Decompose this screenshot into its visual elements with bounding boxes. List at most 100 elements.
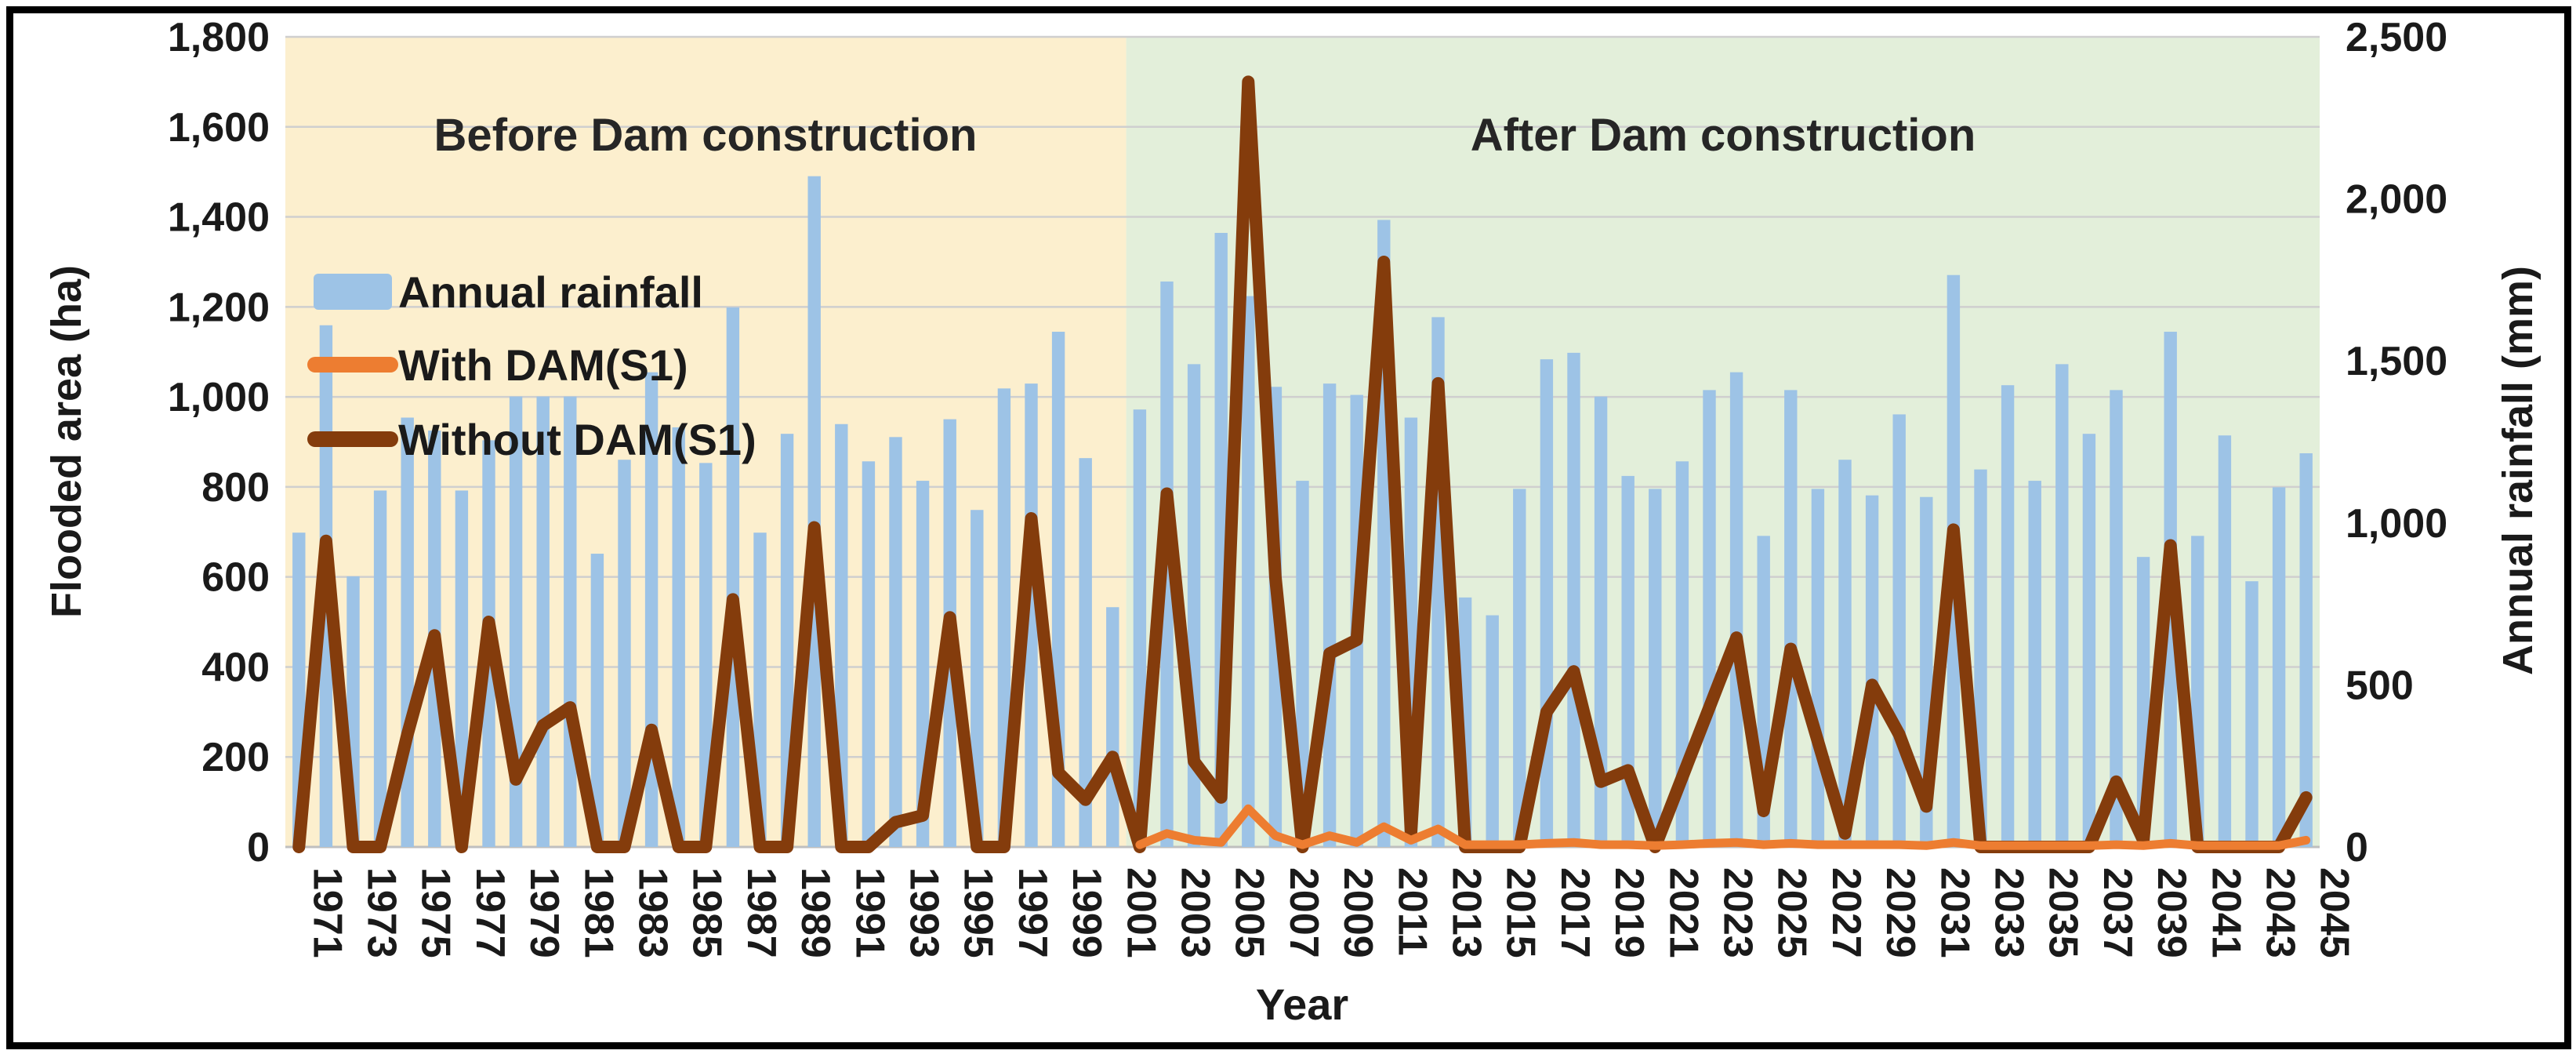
bar-2020 (1621, 475, 1634, 847)
bar-2021 (1649, 489, 1662, 847)
right-axis-title: Annual rainfall (mm) (2494, 266, 2542, 675)
x-tick-1983: 1983 (630, 867, 676, 958)
x-tick-1973: 1973 (359, 867, 405, 958)
before-dam-region-title: Before Dam construction (434, 110, 978, 161)
left-tick-800: 800 (201, 465, 270, 511)
x-tick-2011: 2011 (1389, 867, 1435, 956)
bar-1990 (807, 176, 821, 847)
with-dam-line (1135, 804, 2311, 850)
x-tick-2001: 2001 (1118, 867, 1163, 958)
x-tick-1989: 1989 (793, 867, 838, 958)
x-tick-1993: 1993 (902, 867, 947, 958)
legend: Annual rainfall With DAM(S1) Without DAM… (307, 267, 756, 464)
legend-label-without-dam: Without DAM(S1) (398, 415, 756, 464)
left-tick-1,800: 1,800 (168, 15, 270, 60)
x-tick-2029: 2029 (1878, 867, 1923, 958)
x-tick-2037: 2037 (2095, 867, 2140, 958)
bar-2017 (1540, 359, 1554, 847)
bar-1993 (889, 437, 902, 847)
left-tick-200: 200 (201, 735, 270, 780)
x-tick-2039: 2039 (2149, 867, 2194, 958)
bar-2001 (1106, 607, 1119, 847)
bar-1986 (699, 463, 713, 847)
right-tick-1,000: 1,000 (2346, 501, 2447, 547)
x-tick-1979: 1979 (521, 867, 567, 958)
x-tick-1999: 1999 (1064, 867, 1109, 958)
x-tick-2023: 2023 (1715, 867, 1761, 958)
left-tick-1,200: 1,200 (168, 285, 270, 330)
bar-2042 (2218, 435, 2232, 847)
bar-2044 (2272, 487, 2286, 847)
bar-1996 (971, 510, 984, 847)
left-tick-0: 0 (247, 825, 270, 870)
x-tick-1991: 1991 (847, 867, 892, 958)
x-tick-2013: 2013 (1444, 867, 1489, 958)
tick-labels: 0 200 400 600 800 1,000 1,200 1,400 1,600 1,800 0 5… (168, 15, 2447, 958)
bar-1998 (1025, 383, 1038, 847)
bar-2006 (1242, 296, 1255, 847)
bar-2009 (1322, 383, 1337, 847)
x-tick-2033: 2033 (1986, 867, 2032, 958)
bar-2028 (1838, 460, 1852, 847)
bar-2035 (2028, 481, 2041, 847)
right-tick-1,500: 1,500 (2346, 339, 2447, 384)
bar-1987 (726, 307, 740, 848)
bar-2000 (1079, 458, 1092, 847)
x-tick-1997: 1997 (1010, 867, 1055, 958)
left-tick-600: 600 (201, 555, 270, 601)
x-tick-2027: 2027 (1823, 867, 1869, 958)
right-tick-2,500: 2,500 (2346, 15, 2447, 60)
bar-2018 (1567, 352, 1580, 847)
left-axis-title: Flooded area (ha) (43, 265, 90, 618)
bar-2016 (1513, 489, 1526, 847)
left-tick-400: 400 (201, 645, 270, 690)
x-tick-1975: 1975 (413, 867, 459, 958)
x-tick-1981: 1981 (575, 867, 621, 958)
x-tick-2025: 2025 (1769, 867, 1815, 958)
x-tick-2021: 2021 (1660, 867, 1706, 958)
x-tick-2009: 2009 (1335, 867, 1381, 958)
x-tick-2041: 2041 (2203, 867, 2248, 958)
bar-1974 (373, 490, 387, 847)
bar-1982 (590, 554, 604, 847)
bar-2037 (2082, 434, 2096, 847)
x-tick-2015: 2015 (1498, 867, 1544, 958)
bar-2024 (1729, 372, 1743, 847)
series-lines (292, 75, 2313, 853)
bar-2036 (2055, 364, 2069, 847)
bar-1977 (455, 490, 469, 847)
x-tick-1987: 1987 (738, 867, 784, 958)
bar-2038 (2110, 390, 2123, 847)
x-tick-2043: 2043 (2258, 867, 2303, 958)
bar-2027 (1811, 489, 1825, 847)
image-border (6, 6, 2571, 1049)
left-tick-1,000: 1,000 (168, 375, 270, 420)
bar-2026 (1784, 390, 1798, 847)
x-tick-2045: 2045 (2312, 867, 2357, 958)
after-dam-region-title: After Dam construction (1471, 110, 1976, 161)
right-tick-0: 0 (2346, 825, 2368, 870)
left-tick-1,600: 1,600 (168, 105, 270, 151)
x-tick-2003: 2003 (1173, 867, 1218, 958)
legend-swatch-annual-rainfall (314, 274, 392, 310)
bar-2030 (1892, 414, 1906, 847)
bar-2029 (1865, 495, 1879, 847)
right-tick-500: 500 (2346, 663, 2414, 708)
x-tick-2005: 2005 (1227, 867, 1272, 958)
bar-1983 (618, 460, 631, 847)
x-tick-2017: 2017 (1552, 867, 1598, 958)
x-tick-1971: 1971 (304, 867, 350, 958)
x-tick-1985: 1985 (684, 867, 730, 958)
x-tick-2031: 2031 (1932, 867, 1977, 958)
bar-2045 (2299, 452, 2313, 847)
bar-2034 (2001, 385, 2015, 847)
bar-2022 (1675, 461, 1689, 847)
x-axis-title: Year (1256, 979, 1348, 1029)
x-tick-2007: 2007 (1281, 867, 1326, 958)
right-tick-2,000: 2,000 (2346, 177, 2447, 223)
legend-label-annual-rainfall: Annual rainfall (398, 267, 703, 317)
x-tick-2019: 2019 (1606, 867, 1652, 958)
bar-1992 (862, 461, 876, 847)
bar-1975 (401, 417, 414, 847)
